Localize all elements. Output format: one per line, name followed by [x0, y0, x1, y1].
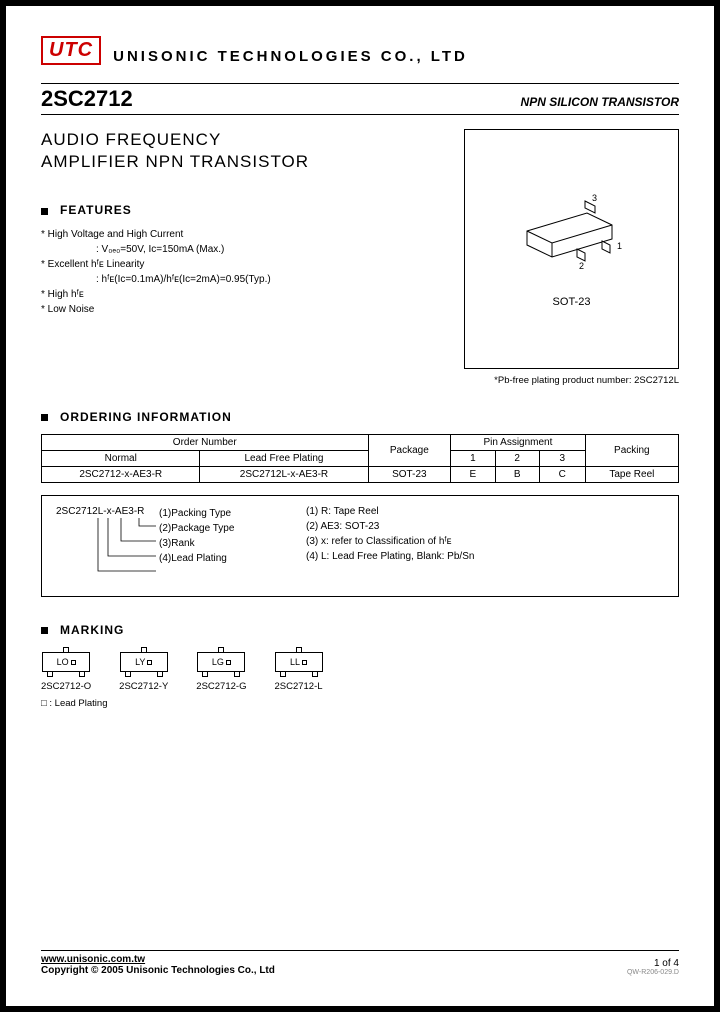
ordering-table: Order Number Package Pin Assignment Pack… — [41, 434, 679, 483]
feature-item: * High hᶠᴇ — [41, 287, 444, 302]
marking-label: 2SC2712-G — [196, 681, 246, 692]
marking-section: MARKING LO 2SC2712-O LY 2SC2712-Y — [41, 623, 679, 709]
footer-doc: QW-R206-029.D — [627, 969, 679, 976]
table-cell: SOT-23 — [368, 467, 451, 483]
footer-left: www.unisonic.com.tw Copyright © 2005 Uni… — [41, 954, 275, 976]
footer-url: www.unisonic.com.tw — [41, 954, 275, 965]
table-header: Pin Assignment — [451, 435, 585, 451]
table-cell: B — [495, 467, 539, 483]
legend-left: 2SC2712L-x-AE3-R (1)Packing Type (2)Pack… — [56, 506, 246, 586]
pin-label: 2 — [579, 261, 584, 271]
company-name: UNISONIC TECHNOLOGIES CO., LTD — [113, 48, 468, 65]
table-cell: E — [451, 467, 495, 483]
marking-label: 2SC2712-L — [274, 681, 322, 692]
features-list: * High Voltage and High Current : V₀ₑ₀=5… — [41, 227, 444, 317]
package-frame: 3 1 2 SOT-23 — [464, 129, 679, 369]
transistor-type: NPN SILICON TRANSISTOR — [521, 95, 679, 109]
chip-icon: LL — [275, 647, 323, 677]
legend-item: (3)Rank — [159, 538, 234, 549]
footer-right: 1 of 4 QW-R206-029.D — [627, 958, 679, 976]
sot23-diagram: 3 1 2 — [507, 191, 637, 271]
table-row: Order Number Package Pin Assignment Pack… — [42, 435, 679, 451]
footer-page: 1 of 4 — [627, 958, 679, 969]
chip-icon: LG — [197, 647, 245, 677]
table-cell: Tape Reel — [585, 467, 678, 483]
table-header: 3 — [539, 451, 585, 467]
marking-row: LO 2SC2712-O LY 2SC2712-Y LG — [41, 647, 679, 692]
legend-partcode: 2SC2712L-x-AE3-R — [56, 506, 144, 517]
feature-item: * Low Noise — [41, 302, 444, 317]
legend-item: (1)Packing Type — [159, 508, 234, 519]
table-header: Package — [368, 435, 451, 467]
chip-icon: LO — [42, 647, 90, 677]
ordering-section: ORDERING INFORMATION Order Number Packag… — [41, 410, 679, 597]
legend-right: (1) R: Tape Reel (2) AE3: SOT-23 (3) x: … — [306, 506, 474, 586]
main-title-line: AMPLIFIER NPN TRANSISTOR — [41, 151, 444, 173]
section-marking: MARKING — [41, 623, 679, 637]
datasheet-page: UTC UNISONIC TECHNOLOGIES CO., LTD 2SC27… — [0, 0, 720, 1012]
table-header: 2 — [495, 451, 539, 467]
legend-item: (4) L: Lead Free Plating, Blank: Pb/Sn — [306, 551, 474, 562]
bullet-icon — [41, 627, 48, 634]
table-cell: C — [539, 467, 585, 483]
section-ordering: ORDERING INFORMATION — [41, 410, 679, 424]
main-title: AUDIO FREQUENCY AMPLIFIER NPN TRANSISTOR — [41, 129, 444, 173]
legend-item: (1) R: Tape Reel — [306, 506, 474, 517]
marking-item: LY 2SC2712-Y — [119, 647, 168, 692]
table-header: Order Number — [42, 435, 369, 451]
marking-item: LO 2SC2712-O — [41, 647, 91, 692]
marking-item: LG 2SC2712-G — [196, 647, 246, 692]
marking-note: □ : Lead Plating — [41, 698, 679, 709]
header: UTC UNISONIC TECHNOLOGIES CO., LTD — [41, 36, 679, 65]
bullet-icon — [41, 414, 48, 421]
table-row: Normal Lead Free Plating 1 2 3 — [42, 451, 679, 467]
table-cell: 2SC2712-x-AE3-R — [42, 467, 200, 483]
legend-item: (4)Lead Plating — [159, 553, 234, 564]
package-note: *Pb-free plating product number: 2SC2712… — [464, 375, 679, 386]
table-row: 2SC2712-x-AE3-R 2SC2712L-x-AE3-R SOT-23 … — [42, 467, 679, 483]
footer: www.unisonic.com.tw Copyright © 2005 Uni… — [41, 950, 679, 976]
title-row: 2SC2712 NPN SILICON TRANSISTOR — [41, 86, 679, 112]
marking-item: LL 2SC2712-L — [274, 647, 322, 692]
footer-copyright: Copyright © 2005 Unisonic Technologies C… — [41, 965, 275, 976]
part-number: 2SC2712 — [41, 86, 133, 112]
content-row: AUDIO FREQUENCY AMPLIFIER NPN TRANSISTOR… — [41, 129, 679, 386]
section-features: FEATURES — [41, 203, 444, 217]
divider — [41, 114, 679, 115]
company-logo: UTC — [41, 36, 101, 65]
marking-label: 2SC2712-Y — [119, 681, 168, 692]
package-label: SOT-23 — [553, 296, 591, 308]
feature-item: : hᶠᴇ(Iᴄ=0.1mA)/hᶠᴇ(Iᴄ=2mA)=0.95(Typ.) — [41, 272, 444, 287]
feature-item: : V₀ₑ₀=50V, Iᴄ=150mA (Max.) — [41, 242, 444, 257]
legend-item: (2) AE3: SOT-23 — [306, 521, 474, 532]
main-title-line: AUDIO FREQUENCY — [41, 129, 444, 151]
bullet-icon — [41, 208, 48, 215]
feature-item: * High Voltage and High Current — [41, 227, 444, 242]
pin-label: 3 — [592, 193, 597, 203]
legend-item: (2)Package Type — [159, 523, 234, 534]
package-box: 3 1 2 SOT-23 *Pb-free plating product nu… — [464, 129, 679, 386]
pin-label: 1 — [617, 241, 622, 251]
table-cell: 2SC2712L-x-AE3-R — [200, 467, 368, 483]
table-header: 1 — [451, 451, 495, 467]
legend-item: (3) x: refer to Classification of hᶠᴇ — [306, 536, 474, 547]
legend-box: 2SC2712L-x-AE3-R (1)Packing Type (2)Pack… — [41, 495, 679, 597]
table-header: Normal — [42, 451, 200, 467]
table-header: Packing — [585, 435, 678, 467]
chip-icon: LY — [120, 647, 168, 677]
left-column: AUDIO FREQUENCY AMPLIFIER NPN TRANSISTOR… — [41, 129, 444, 386]
marking-label: 2SC2712-O — [41, 681, 91, 692]
table-header: Lead Free Plating — [200, 451, 368, 467]
feature-item: * Excellent hᶠᴇ Linearity — [41, 257, 444, 272]
divider — [41, 83, 679, 84]
